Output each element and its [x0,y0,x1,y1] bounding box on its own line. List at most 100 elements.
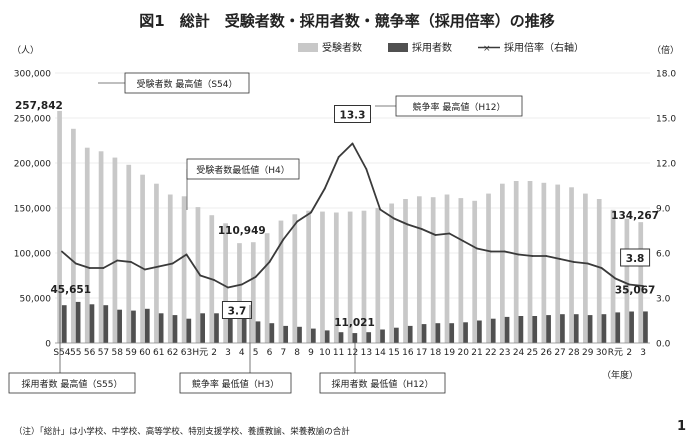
applicants-bar [583,193,588,343]
ratio-point [116,259,119,262]
hired-bar [324,330,330,343]
ratio-point [628,283,631,286]
ratio-point [199,274,202,277]
y2-tick-label: 12.0 [656,160,676,170]
x-tick-label: 3 [225,348,231,358]
hired-bar [269,323,275,343]
hired-bar [629,311,634,343]
applicants-bar [126,164,132,343]
bars [57,110,648,343]
x-tick-label: 63 [181,348,192,358]
x-tick-label: 62 [167,348,178,358]
x-tick-label: 10 [319,348,331,358]
applicants-bar [472,200,478,343]
ratio-point [393,217,395,220]
applicants-bar [403,199,408,343]
ratio-point [268,261,271,263]
applicants-bar [154,183,159,343]
left-axis-unit: （人） [12,45,39,56]
hired-bar [587,315,593,343]
applicants-bar [624,218,630,343]
x-tick-label: R元 [608,348,623,358]
annotation-text: 採用者数 最低値（H12） [331,378,433,390]
ratio-point [531,255,534,257]
applicants-bar [347,211,353,343]
hired-bar [131,310,136,343]
ratio-point [102,267,105,269]
hired-bar [504,316,510,343]
hired-bar [643,311,648,343]
x-tick-label: 59 [125,348,137,358]
y-tick-label: 100,000 [14,250,51,260]
ratio-point [282,238,285,241]
x-tick-label: 3 [640,348,646,358]
hired-bar [283,325,289,343]
x-tick-label: 5 [253,348,259,358]
ratio-point [420,228,423,230]
annotations: 受験者数 最高値（S54） 受験者数最低値（H4） 競争率 最高値（H12） 競争率 … [8,72,523,394]
applicants-bar [444,194,450,343]
y-tick-label: 0 [45,340,51,350]
ratio-point [351,142,354,145]
y-tick-label: 50,000 [20,295,52,305]
x-tick-label: 23 [499,348,510,358]
ratio-point [406,223,409,226]
x-tick-label: 6 [267,348,273,358]
ratio-point [614,277,617,280]
x-tick-label: 4 [239,348,245,358]
ratio-line [61,142,644,289]
hired-bar [573,314,579,343]
hired-bar [227,313,233,343]
annotation-text: 受験者数 最高値（S54） [136,78,237,90]
data-label: 35,067 [615,284,656,296]
ratio-point [323,187,326,190]
applicants-bar [140,174,145,343]
annotation-box [179,372,292,394]
x-tick-label: 22 [485,348,496,358]
ratio-point [365,168,368,170]
x-tick-label: 14 [374,348,386,358]
legend-label-applicants: 受験者数 [322,41,362,54]
ratio-point [545,255,548,257]
x-tick-label: 17 [416,348,427,358]
y2-tick-label: 18.0 [656,70,676,80]
applicants-bar [527,181,533,343]
ratio-point [74,262,77,265]
hired-bar [144,308,150,343]
hired-bar [435,323,441,343]
hired-bar [615,312,621,343]
x-tick-label: 56 [84,348,96,358]
x-tick-label: 57 [98,348,109,358]
applicants-bar [57,110,62,343]
applicants-bar [596,199,602,343]
ratio-point [254,276,257,278]
x-tick-label: 21 [471,348,482,358]
legend-swatch-hired [388,43,408,52]
hired-bar [407,325,413,343]
y2-tick-label: 0.0 [656,340,671,350]
data-label: 11,021 [334,317,375,329]
ratio-point [642,285,644,287]
ratio-point [586,262,589,265]
ratio-point [489,250,492,253]
applicants-bar [292,214,298,343]
hired-bar [172,315,178,343]
ratio-point [517,253,520,256]
hired-bar [310,328,316,343]
data-labels: 257,842 110,949 134,267 45,651 11,021 35,067 3… [15,100,659,329]
x-tick-label: 27 [554,348,565,358]
legend-label-ratio: 採用倍率（右軸） [504,41,584,54]
applicants-bar [320,211,325,343]
ratio-point [185,253,188,256]
x-tick-label: 13 [361,348,372,358]
applicants-bar [98,151,104,343]
annotation-box [395,95,523,117]
hired-bar [186,318,192,343]
applicants-bar [500,183,505,343]
legend: 受験者数 採用者数 × 採用倍率（右軸） [298,41,584,54]
annotation-text: 競争率 最高値（H12） [412,101,505,113]
annotation-box [8,372,136,394]
x-tick-label: 29 [582,348,594,358]
annotation-box [186,158,300,180]
hired-bar [532,316,538,343]
